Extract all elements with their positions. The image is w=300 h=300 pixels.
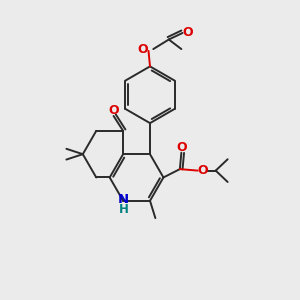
Text: O: O [137,43,148,56]
Text: O: O [182,26,193,39]
Text: O: O [176,141,187,154]
Text: H: H [118,202,128,216]
Text: N: N [118,193,129,206]
Text: O: O [108,104,119,117]
Text: O: O [197,164,208,176]
